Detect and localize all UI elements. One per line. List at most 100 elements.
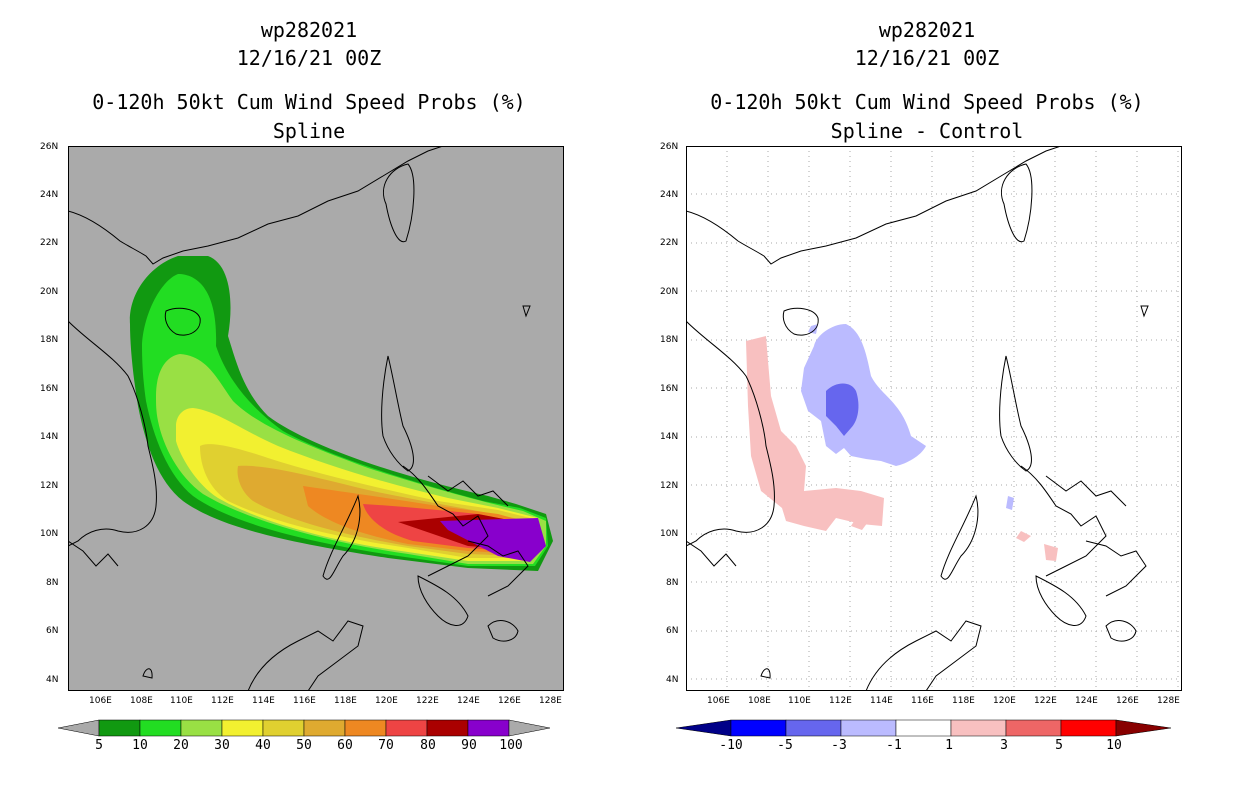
product-title: 0-120h 50kt Cum Wind Speed Probs (%) xyxy=(710,90,1144,114)
method-title: Spline - Control xyxy=(830,119,1024,143)
colorbar-segment xyxy=(950,719,1007,737)
lat-label: 4N xyxy=(46,675,59,685)
lat-label: 18N xyxy=(660,335,679,345)
colorbar-segment xyxy=(426,719,469,737)
colorbar-label: 20 xyxy=(173,738,189,753)
lat-label: 18N xyxy=(40,335,59,345)
contour-neg-4 xyxy=(1006,496,1014,510)
lon-label: 118E xyxy=(952,696,975,706)
date-title: 12/16/21 00Z xyxy=(854,46,1000,70)
lat-label: 12N xyxy=(40,481,59,491)
map-frame xyxy=(68,146,564,691)
lon-label: 106E xyxy=(707,696,730,706)
lon-label: 124E xyxy=(1075,696,1098,706)
lat-label: 20N xyxy=(40,287,59,297)
probability-map xyxy=(68,146,564,691)
lon-label: 110E xyxy=(788,696,811,706)
lat-label: 8N xyxy=(666,578,679,588)
colorbar-segment xyxy=(385,719,428,737)
colorbar-segment xyxy=(262,719,305,737)
lat-label: 22N xyxy=(660,238,679,248)
lat-label: 16N xyxy=(660,384,679,394)
lon-label: 108E xyxy=(130,696,153,706)
contour-90 xyxy=(440,518,546,562)
colorbar-segment xyxy=(467,719,510,737)
colorbar-segment xyxy=(895,719,952,737)
lon-label: 124E xyxy=(457,696,480,706)
lat-label: 22N xyxy=(40,238,59,248)
lat-label: 10N xyxy=(40,529,59,539)
lon-label: 114E xyxy=(870,696,893,706)
coastlines xyxy=(686,146,1149,691)
colorbar-segment xyxy=(303,719,346,737)
colorbar-segment xyxy=(730,719,787,737)
coastlines xyxy=(68,146,531,691)
lat-label: 24N xyxy=(40,190,59,200)
colorbar-label: 1 xyxy=(945,738,953,753)
storm-id-title: wp282021 xyxy=(878,18,976,42)
date-title: 12/16/21 00Z xyxy=(236,46,382,70)
colorbar-label: -3 xyxy=(831,738,847,753)
lon-label: 122E xyxy=(416,696,439,706)
colorbar-under-arrow xyxy=(675,719,732,737)
colorbar-over-arrow xyxy=(508,719,551,737)
lon-label: 116E xyxy=(911,696,934,706)
difference-map xyxy=(686,146,1182,691)
method-title: Spline xyxy=(272,119,346,143)
lat-label: 20N xyxy=(660,287,679,297)
contour-neg-3 xyxy=(808,324,818,334)
lat-label: 14N xyxy=(660,432,679,442)
colorbar-label: -10 xyxy=(719,738,743,753)
right-panel: wp282021 12/16/21 00Z 0-120h 50kt Cum Wi… xyxy=(618,0,1236,800)
lat-label: 14N xyxy=(40,432,59,442)
lon-label: 112E xyxy=(211,696,234,706)
colorbar-label: 10 xyxy=(132,738,148,753)
lat-label: 6N xyxy=(46,626,59,636)
lon-label: 120E xyxy=(375,696,398,706)
lat-label: 8N xyxy=(46,578,59,588)
lon-label: 108E xyxy=(748,696,771,706)
colorbar-label: -1 xyxy=(886,738,902,753)
lon-label: 126E xyxy=(1116,696,1139,706)
product-title: 0-120h 50kt Cum Wind Speed Probs (%) xyxy=(92,90,526,114)
difference-contours xyxy=(746,324,1058,561)
colorbar-label: 60 xyxy=(337,738,353,753)
colorbar-segment xyxy=(139,719,182,737)
colorbar-segment xyxy=(1005,719,1062,737)
colorbar-label: 90 xyxy=(461,738,477,753)
probability-colorbar xyxy=(57,718,554,758)
colorbar-label: 100 xyxy=(499,738,523,753)
lat-label: 24N xyxy=(660,190,679,200)
colorbar-segment xyxy=(180,719,223,737)
colorbar-segment xyxy=(221,719,264,737)
contour-pos-4 xyxy=(1044,544,1058,561)
lon-label: 112E xyxy=(829,696,852,706)
lat-label: 12N xyxy=(660,481,679,491)
lat-label: 6N xyxy=(666,626,679,636)
lat-label: 10N xyxy=(660,529,679,539)
contour-neg-2 xyxy=(826,383,859,436)
colorbar-label: 10 xyxy=(1106,738,1122,753)
colorbar-segment xyxy=(840,719,897,737)
storm-id-title: wp282021 xyxy=(260,18,358,42)
lon-label: 106E xyxy=(89,696,112,706)
contour-pos-1 xyxy=(746,336,884,531)
contour-neg-1 xyxy=(801,324,926,466)
lat-label: 26N xyxy=(40,142,59,152)
colorbar-label: 5 xyxy=(95,738,103,753)
lon-label: 120E xyxy=(993,696,1016,706)
lon-label: 110E xyxy=(170,696,193,706)
colorbar-label: 40 xyxy=(255,738,271,753)
colorbar-segment xyxy=(344,719,387,737)
lat-label: 26N xyxy=(660,142,679,152)
colorbar-segment xyxy=(785,719,842,737)
colorbar-segment xyxy=(98,719,141,737)
colorbar-label: 30 xyxy=(214,738,230,753)
grid-lines xyxy=(686,146,1182,691)
lon-label: 128E xyxy=(539,696,562,706)
colorbar-segment xyxy=(1060,719,1117,737)
colorbar-label: 50 xyxy=(296,738,312,753)
colorbar-label: 70 xyxy=(378,738,394,753)
probability-swath xyxy=(129,256,553,571)
colorbar-label: 5 xyxy=(1055,738,1063,753)
